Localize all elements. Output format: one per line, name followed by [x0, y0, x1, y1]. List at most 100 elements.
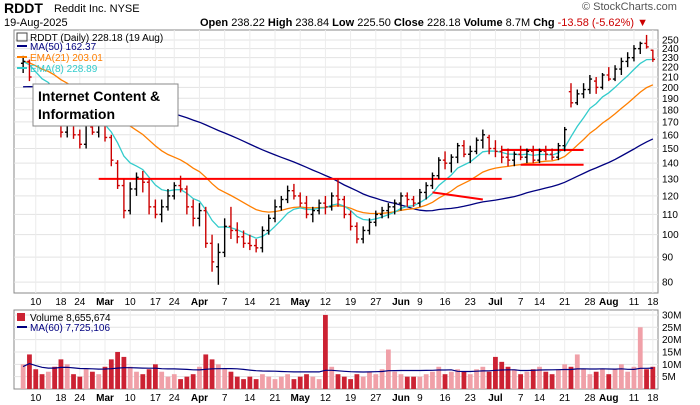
x-axis-labels-bottom: 10 18 24 Mar 10 17 24 Apr 7 14 21 May 12 19 27 Jun 9 16 23…	[30, 393, 659, 404]
x-tick-label: 28	[584, 393, 596, 404]
volume-bar	[115, 351, 120, 389]
legend-ohlc-icon	[16, 32, 28, 42]
x-tick-label: 19	[345, 393, 357, 404]
volume-bar	[423, 374, 429, 389]
ohlc-bar	[455, 142, 460, 164]
price-tick-label: 230	[662, 53, 679, 64]
ohlc-bar	[562, 126, 567, 152]
x-tick-label: 21	[269, 297, 281, 308]
down-arrow-icon: ▼	[637, 17, 649, 29]
volume-bar	[467, 374, 473, 389]
ohlc-bar	[499, 145, 504, 164]
volume-bar	[354, 374, 360, 389]
legend-ema21: EMA(21) 203.01	[30, 53, 103, 64]
x-tick-label: 21	[559, 393, 571, 404]
volume-bar	[581, 369, 586, 389]
volume-bar	[316, 379, 322, 389]
price-tick-label: 80	[662, 278, 674, 289]
x-tick-label: 18	[55, 297, 67, 308]
ohlc-bar	[417, 188, 423, 207]
x-tick-label: Mar	[96, 297, 114, 308]
x-tick-label: 28	[584, 297, 596, 308]
ohlc-bar	[197, 203, 202, 227]
ohlc-bar	[121, 178, 127, 219]
volume-bar	[278, 376, 284, 389]
volume-bar	[209, 359, 215, 389]
volume-tick-label: 10M	[662, 360, 681, 371]
x-tick-label: Aug	[599, 297, 618, 308]
ohlc-bar	[77, 129, 83, 149]
volume-bar	[530, 369, 536, 389]
price-tick-label: 210	[662, 73, 679, 84]
change-value: -13.58 (-5.62%)	[557, 17, 635, 29]
volume-bar	[253, 379, 259, 389]
open-label: Open	[200, 17, 229, 29]
x-tick-label: 12	[320, 393, 332, 404]
ohlc-bar	[178, 175, 183, 193]
price-tick-label: 200	[662, 83, 679, 94]
annotation-line-2: Information	[38, 106, 115, 122]
ohlc-bar	[468, 145, 473, 164]
volume-bar	[329, 366, 335, 389]
ohlc-bar	[304, 195, 309, 219]
volume-bar	[430, 371, 435, 389]
volume-bar	[411, 376, 416, 389]
high-label: High	[267, 17, 293, 29]
volume-bar	[524, 371, 530, 389]
volume-bar	[606, 374, 612, 389]
ohlc-bar	[600, 73, 605, 90]
ohlc-bar	[222, 218, 227, 258]
ohlc-bar	[386, 203, 391, 219]
x-tick-label: 7	[222, 297, 228, 308]
volume-bar	[64, 364, 70, 389]
volume-tick-label: 5M	[662, 372, 676, 383]
x-tick-label: 10	[125, 393, 137, 404]
ohlc-bar	[531, 145, 536, 164]
ohlc-bar	[260, 226, 265, 253]
watermark[interactable]: © StockCharts.com	[582, 1, 677, 13]
x-tick-label: Jun	[392, 393, 410, 404]
volume-bar	[247, 376, 253, 389]
x-tick-label: Jun	[392, 297, 410, 308]
volume-bar	[171, 374, 177, 389]
volume-bar	[285, 374, 291, 389]
ohlc-bar	[524, 148, 530, 164]
legend-ema8: EMA(8) 228.89	[30, 64, 98, 75]
volume-bar	[102, 366, 108, 389]
ohlc-bar	[335, 178, 341, 207]
ohlc-bar	[549, 148, 555, 161]
volume-bar	[134, 371, 139, 389]
volume-bar	[373, 374, 379, 389]
sector-annotation: Internet Content & Information	[32, 83, 179, 127]
close-value: 228.18	[426, 17, 461, 29]
volume-bar	[360, 376, 366, 389]
volume-bar	[52, 366, 58, 389]
volume-tick-label: 30M	[662, 310, 681, 321]
x-tick-label: 21	[559, 297, 571, 308]
price-tick-label: 220	[662, 63, 679, 74]
volume-bar	[556, 369, 561, 389]
volume-bar	[543, 371, 549, 389]
volume-tick-label: 15M	[662, 347, 681, 358]
price-tick-label: 140	[662, 159, 679, 170]
ohlc-bar	[146, 178, 152, 215]
x-tick-label: 24	[74, 297, 86, 308]
ticker-symbol[interactable]: RDDT	[4, 0, 43, 16]
low-label: Low	[332, 17, 355, 29]
ohlc-bar	[159, 199, 164, 223]
annotation-line-1: Internet Content &	[38, 88, 160, 104]
price-tick-label: 110	[662, 210, 678, 221]
ohlc-bar	[392, 199, 397, 215]
volume-bar	[159, 371, 165, 389]
price-tick-label: 250	[662, 35, 679, 46]
x-tick-label: Aug	[599, 393, 618, 404]
x-tick-label: 21	[269, 393, 281, 404]
volume-bar	[222, 369, 228, 389]
price-tick-label: 120	[662, 191, 679, 202]
x-tick-label: Mar	[96, 393, 114, 404]
legend-volume-swatch	[17, 313, 25, 321]
ohlc-bar	[379, 206, 385, 219]
x-tick-label: 14	[534, 393, 546, 404]
volume-bar	[499, 361, 505, 389]
